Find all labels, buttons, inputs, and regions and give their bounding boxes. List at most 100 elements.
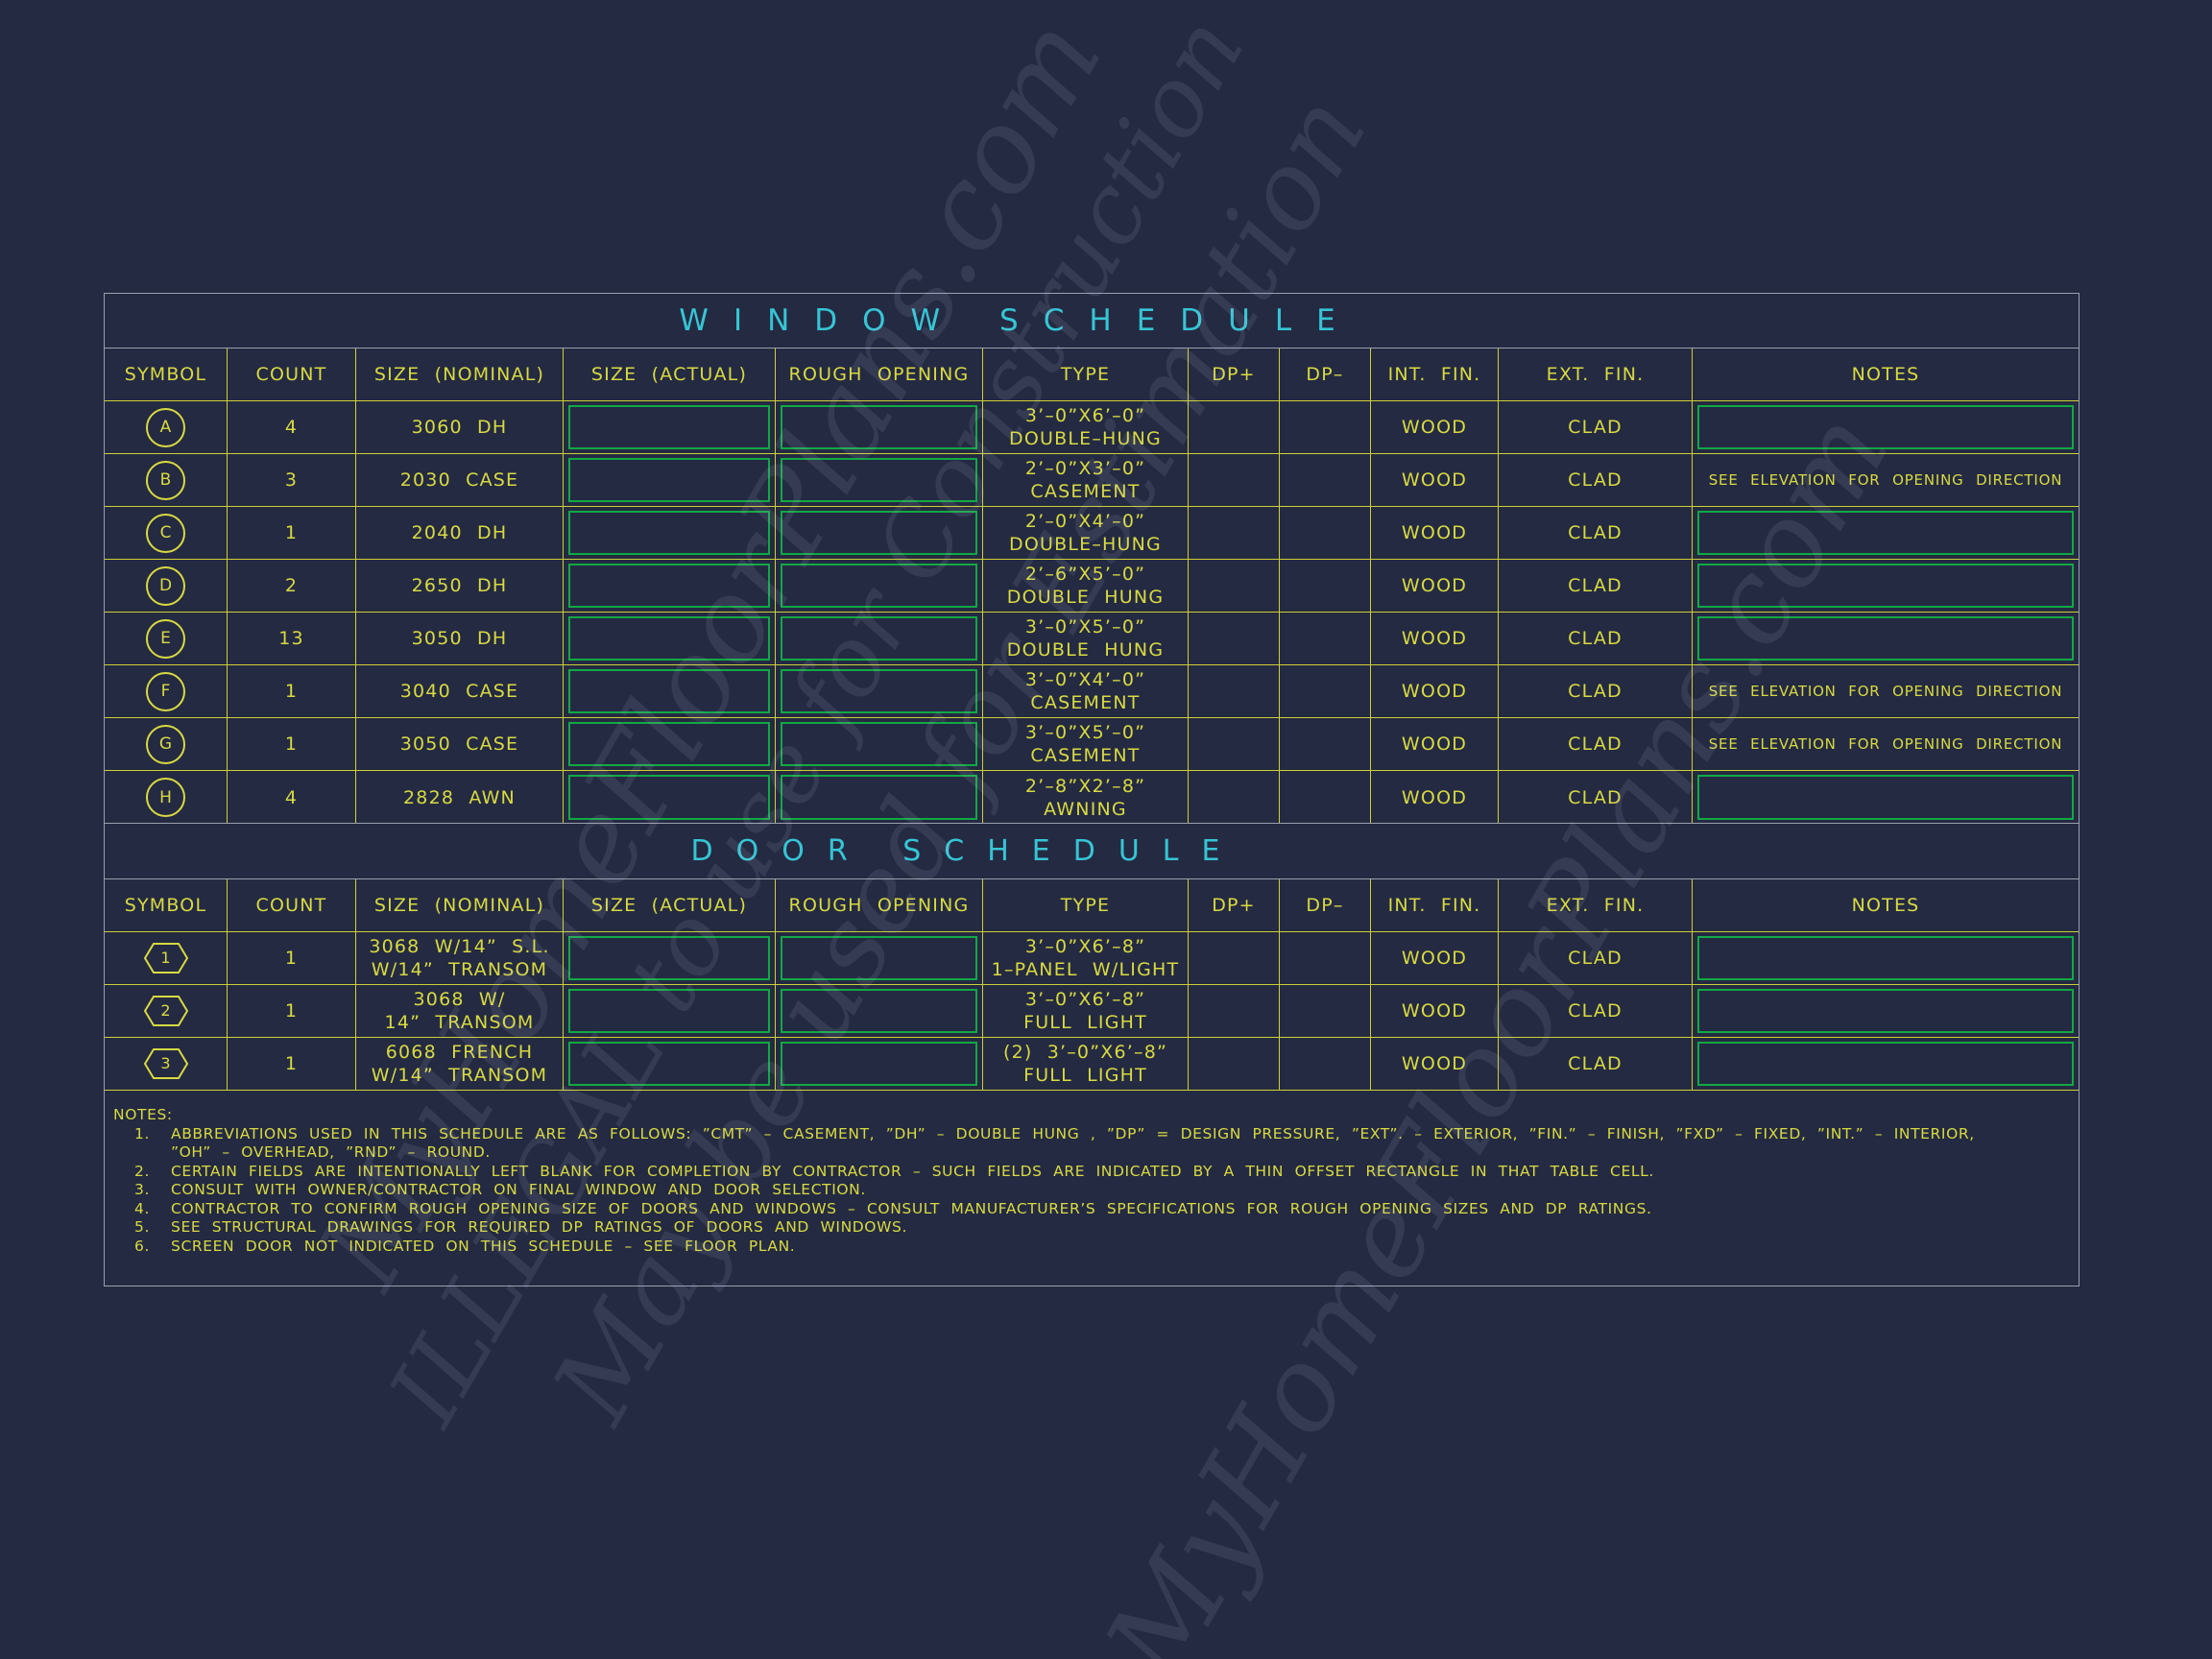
window-row-F-size_nominal-cell: 3040 CASE — [356, 665, 564, 718]
door-row-2-int_fin-cell: WOOD — [1371, 985, 1499, 1038]
window-row-H-symbol-cell: H — [105, 771, 228, 824]
blank-field — [568, 775, 770, 820]
note-item-4: 4. CONTRACTOR TO CONFIRM ROUGH OPENING S… — [113, 1200, 2014, 1219]
window-row-E-notes-cell — [1693, 613, 2079, 665]
window-row-D-symbol-cell: D — [105, 560, 228, 613]
symbol-letter: G — [158, 734, 173, 754]
note-number: 4. — [134, 1199, 150, 1217]
door-row-3-size_actual-cell — [564, 1038, 776, 1091]
door-row-3-size_nominal-cell: 6068 FRENCH W/14” TRANSOM — [356, 1038, 564, 1091]
header-label: COUNT — [255, 895, 327, 916]
door-schedule-title: DOOR SCHEDULE — [690, 834, 1243, 868]
count-text: 1 — [284, 681, 299, 702]
window-row-A-dp_minus-cell — [1280, 401, 1371, 454]
notes-text: SEE ELEVATION FOR OPENING DIRECTION — [1708, 683, 2063, 700]
window-row-H-dp_plus-cell — [1189, 771, 1280, 824]
ext_fin-text: CLAD — [1568, 1000, 1623, 1022]
ext_fin-text: CLAD — [1568, 417, 1623, 438]
window-row-D-rough_opening-cell — [776, 560, 983, 613]
size_nominal-text: 2040 DH — [411, 522, 508, 543]
door-row-3-symbol-cell: 3 — [105, 1038, 228, 1091]
window-row-A-symbol-cell: A — [105, 401, 228, 454]
blank-field — [568, 458, 770, 502]
int_fin-text: WOOD — [1401, 948, 1468, 969]
door-col-header-dp_minus: DP– — [1280, 879, 1371, 932]
general-notes: NOTES: 1. ABBREVIATIONS USED IN THIS SCH… — [113, 1106, 2014, 1256]
window-row-E-dp_minus-cell — [1280, 613, 1371, 665]
window-row-G-size_actual-cell — [564, 718, 776, 771]
header-label: NOTES — [1851, 895, 1920, 916]
door-col-header-rough_opening: ROUGH OPENING — [776, 879, 983, 932]
window-row-G-type-cell: 3’–0”X5’–0” CASEMENT — [983, 718, 1189, 771]
window-row-D-type-cell: 2’–6”X5’–0” DOUBLE HUNG — [983, 560, 1189, 613]
symbol-number: 2 — [160, 1001, 171, 1020]
note-item-6: 6. SCREEN DOOR NOT INDICATED ON THIS SCH… — [113, 1238, 2014, 1257]
door-row-2-dp_minus-cell — [1280, 985, 1371, 1038]
door-row-2-dp_plus-cell — [1189, 985, 1280, 1038]
int_fin-text: WOOD — [1401, 417, 1468, 438]
ext_fin-text: CLAD — [1568, 469, 1623, 491]
door-row-1-size_actual-cell — [564, 932, 776, 985]
window-row-B-symbol-cell: B — [105, 454, 228, 507]
door-col-header-int_fin: INT. FIN. — [1371, 879, 1499, 932]
header-label: SIZE (NOMINAL) — [373, 895, 545, 916]
window-row-H-notes-cell — [1693, 771, 2079, 824]
window-row-G-int_fin-cell: WOOD — [1371, 718, 1499, 771]
window-row-E-type-cell: 3’–0”X5’–0” DOUBLE HUNG — [983, 613, 1189, 665]
blank-field — [781, 989, 977, 1033]
int_fin-text: WOOD — [1401, 469, 1468, 491]
window-row-B-size_nominal-cell: 2030 CASE — [356, 454, 564, 507]
door-col-header-type: TYPE — [983, 879, 1189, 932]
window-row-E-symbol-cell: E — [105, 613, 228, 665]
window-schedule-title: WINDOW SCHEDULE — [679, 303, 1360, 338]
window-row-G-rough_opening-cell — [776, 718, 983, 771]
door-row-1-symbol-cell: 1 — [105, 932, 228, 985]
window-col-header-dp_plus: DP+ — [1189, 349, 1280, 401]
window-row-C-rough_opening-cell — [776, 507, 983, 560]
blank-field — [781, 511, 977, 555]
window-col-header-size_nominal: SIZE (NOMINAL) — [356, 349, 564, 401]
type-text: 3’–0”X6’–8” FULL LIGHT — [1023, 989, 1147, 1033]
window-row-C-count-cell: 1 — [228, 507, 356, 560]
door-schedule-table: SYMBOL COUNT SIZE (NOMINAL) SIZE (ACTUAL) RO… — [105, 879, 2079, 1091]
window-row-G-dp_minus-cell — [1280, 718, 1371, 771]
blank-field — [781, 722, 977, 766]
door-row-1-dp_minus-cell — [1280, 932, 1371, 985]
door-row-3-type-cell: (2) 3’–0”X6’–8” FULL LIGHT — [983, 1038, 1189, 1091]
blank-field — [568, 936, 770, 980]
window-row-C-notes-cell — [1693, 507, 2079, 560]
type-text: 2’–6”X5’–0” DOUBLE HUNG — [1006, 564, 1165, 608]
header-label: DP+ — [1212, 364, 1256, 385]
window-col-header-dp_minus: DP– — [1280, 349, 1371, 401]
window-row-G-symbol-cell: G — [105, 718, 228, 771]
door-row-1-notes-cell — [1693, 932, 2079, 985]
size_nominal-text: 3060 DH — [411, 417, 508, 438]
header-label: DP– — [1306, 364, 1344, 385]
blank-field — [568, 1042, 770, 1086]
window-row-F-int_fin-cell: WOOD — [1371, 665, 1499, 718]
int_fin-text: WOOD — [1401, 575, 1468, 596]
door-row-1-type-cell: 3’–0”X6’–8” 1–PANEL W/LIGHT — [983, 932, 1189, 985]
count-text: 1 — [284, 948, 299, 969]
window-row-F-size_actual-cell — [564, 665, 776, 718]
blank-field — [568, 616, 770, 661]
header-label: ROUGH OPENING — [788, 364, 970, 385]
note-number: 2. — [134, 1162, 150, 1180]
window-col-header-type: TYPE — [983, 349, 1189, 401]
int_fin-text: WOOD — [1401, 733, 1468, 755]
notes-text: SEE ELEVATION FOR OPENING DIRECTION — [1708, 735, 2063, 753]
note-text: ABBREVIATIONS USED IN THIS SCHEDULE ARE … — [171, 1124, 1975, 1162]
door-row-3-notes-cell — [1693, 1038, 2079, 1091]
header-label: EXT. FIN. — [1546, 364, 1645, 385]
size_nominal-text: 3068 W/ 14” TRANSOM — [384, 989, 535, 1033]
window-row-B-dp_minus-cell — [1280, 454, 1371, 507]
blank-field — [781, 616, 977, 661]
symbol-letter: E — [160, 629, 171, 648]
count-text: 4 — [284, 786, 299, 808]
window-row-C-int_fin-cell: WOOD — [1371, 507, 1499, 560]
window-row-F-count-cell: 1 — [228, 665, 356, 718]
window-row-B-int_fin-cell: WOOD — [1371, 454, 1499, 507]
window-row-C-dp_minus-cell — [1280, 507, 1371, 560]
door-symbol-hexagon: 2 — [143, 995, 189, 1027]
symbol-letter: B — [159, 470, 172, 490]
